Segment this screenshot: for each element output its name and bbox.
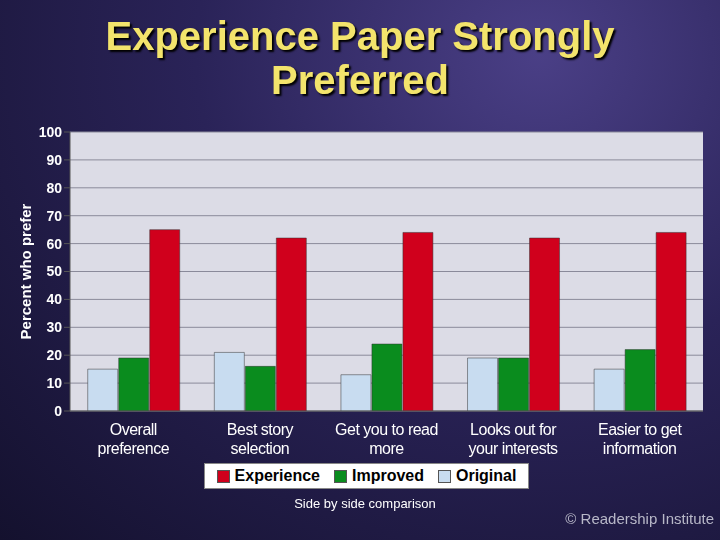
svg-text:50: 50 <box>46 263 62 279</box>
html-text:Improved: Improved <box>352 467 424 484</box>
html-text:Original: Original <box>456 467 517 484</box>
html-text:Side by side comparison: Side by side comparison <box>294 496 436 511</box>
html-text:Experience: Experience <box>234 467 320 484</box>
svg-text:100: 100 <box>39 124 63 140</box>
svg-text:20: 20 <box>46 347 62 363</box>
svg-text:Percent who prefer: Percent who prefer <box>17 203 34 339</box>
svg-text:60: 60 <box>46 236 62 252</box>
svg-text:Easier to getinformation: Easier to getinformation <box>598 421 682 457</box>
svg-text:30: 30 <box>46 319 62 335</box>
svg-text:0: 0 <box>54 403 62 419</box>
svg-text:Best storyselection: Best storyselection <box>227 421 294 457</box>
html-text:© Readership Institute: © Readership Institute <box>565 510 714 527</box>
svg-text:80: 80 <box>46 180 62 196</box>
svg-text:Overallpreference: Overallpreference <box>98 421 170 457</box>
svg-text:90: 90 <box>46 152 62 168</box>
svg-text:40: 40 <box>46 291 62 307</box>
svg-text:Get you to readmore: Get you to readmore <box>335 421 438 457</box>
svg-text:70: 70 <box>46 208 62 224</box>
svg-text:Looks out foryour interests: Looks out foryour interests <box>469 421 559 457</box>
html-text:Experience Paper Strongly Pref: Experience Paper Strongly Preferred <box>105 14 615 102</box>
svg-text:10: 10 <box>46 375 62 391</box>
